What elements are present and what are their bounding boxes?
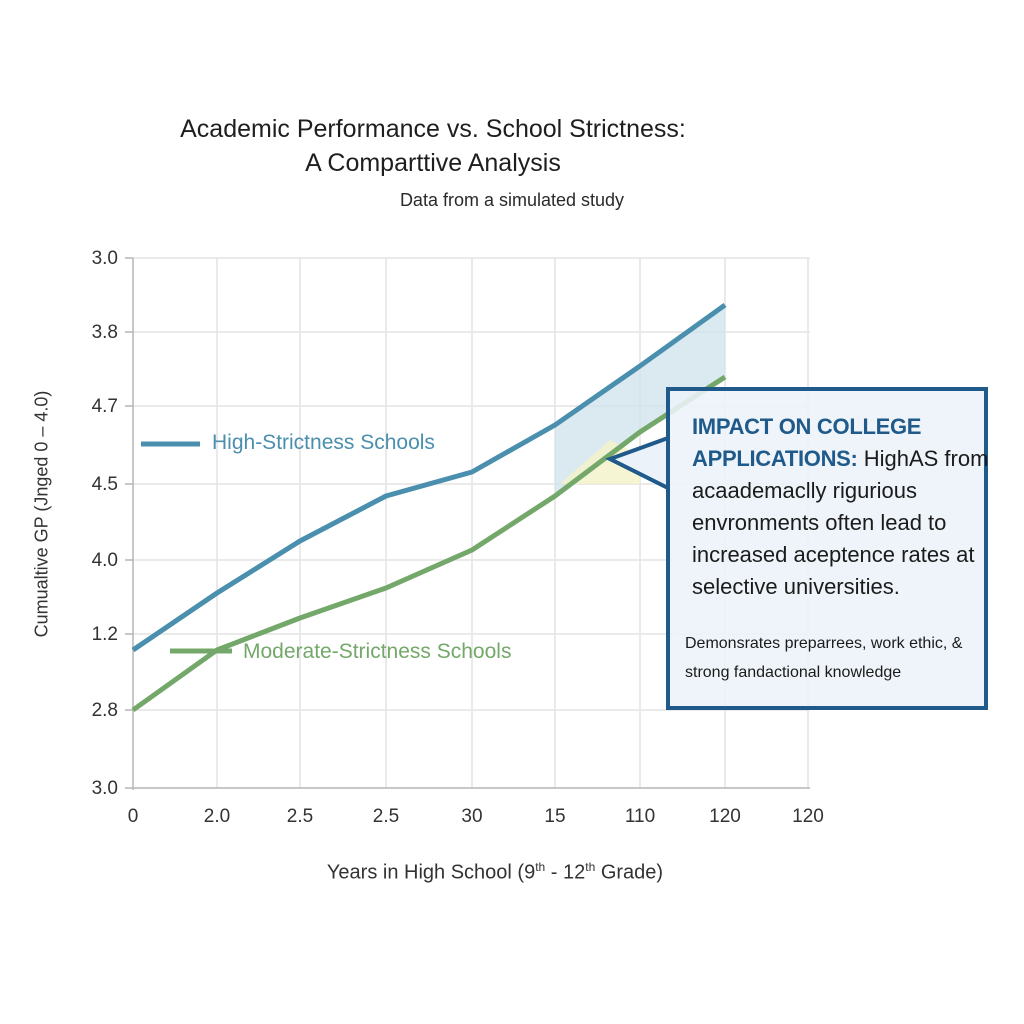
y-tick-label: 1.2	[91, 624, 118, 645]
x-tick-label: 110	[624, 806, 656, 827]
callout-body: HighAS from acaademaclly rigurious envro…	[692, 446, 989, 599]
x-tick-label: 2.5	[286, 806, 314, 827]
x-tick-label: 120	[792, 806, 824, 827]
chart-title-line-1: Academic Performance vs. School Strictne…	[180, 115, 686, 143]
y-tick-label: 3.0	[91, 248, 118, 269]
line-high-strictness	[131, 302, 727, 653]
y-tick-label: 4.5	[91, 474, 118, 495]
y-tick-label: 2.8	[91, 700, 118, 721]
legend-label-high-strictness: High-Strictness Schools	[212, 431, 435, 454]
chart-title: Academic Performance vs. School Strictne…	[0, 112, 866, 180]
x-tick-label: 2.5	[372, 806, 400, 827]
y-tick-label: 3.0	[91, 778, 118, 799]
line-moderate-strictness	[131, 374, 727, 713]
x-tick-label: 120	[709, 806, 741, 827]
x-axis-label-part: Years in High School (9	[326, 861, 536, 884]
callout-note: Demonsrates preparrees, work ethic, & st…	[685, 635, 963, 681]
x-tick-label: 15	[544, 806, 566, 827]
callout-heading: IMPACT ON COLLEGE APPLICATIONS:	[692, 414, 922, 471]
gap-shading	[555, 305, 725, 496]
x-tick-label: 30	[461, 806, 483, 827]
y-tick-label: 4.0	[91, 550, 118, 571]
x-axis-label-sup: th	[585, 860, 596, 874]
y-axis-label: Cumualtive GP (Jnged 0 – 4.0)	[31, 390, 52, 638]
callout-box: IMPACT ON COLLEGE APPLICATIONS: HighAS f…	[666, 387, 988, 710]
axes	[125, 257, 810, 790]
x-tick-label: 0	[127, 806, 139, 827]
chart-title-line-2: A Comparttive Analysis	[305, 149, 561, 177]
x-axis-label-part: - 12	[545, 861, 586, 884]
legend-label-moderate-strictness: Moderate-Strictness Schools	[243, 640, 512, 663]
x-axis-label-part: Grade)	[595, 861, 664, 884]
callout-main-text: IMPACT ON COLLEGE APPLICATIONS: HighAS f…	[692, 411, 997, 603]
x-axis-label-sup: th	[535, 860, 546, 874]
y-tick-label: 4.7	[91, 396, 118, 417]
y-tick-label: 3.8	[91, 322, 118, 343]
chart-subtitle: Data from a simulated study	[399, 190, 625, 210]
x-tick-label: 2.0	[203, 806, 231, 827]
x-axis-label: Years in High School (9th - 12th Grade)	[0, 860, 990, 885]
